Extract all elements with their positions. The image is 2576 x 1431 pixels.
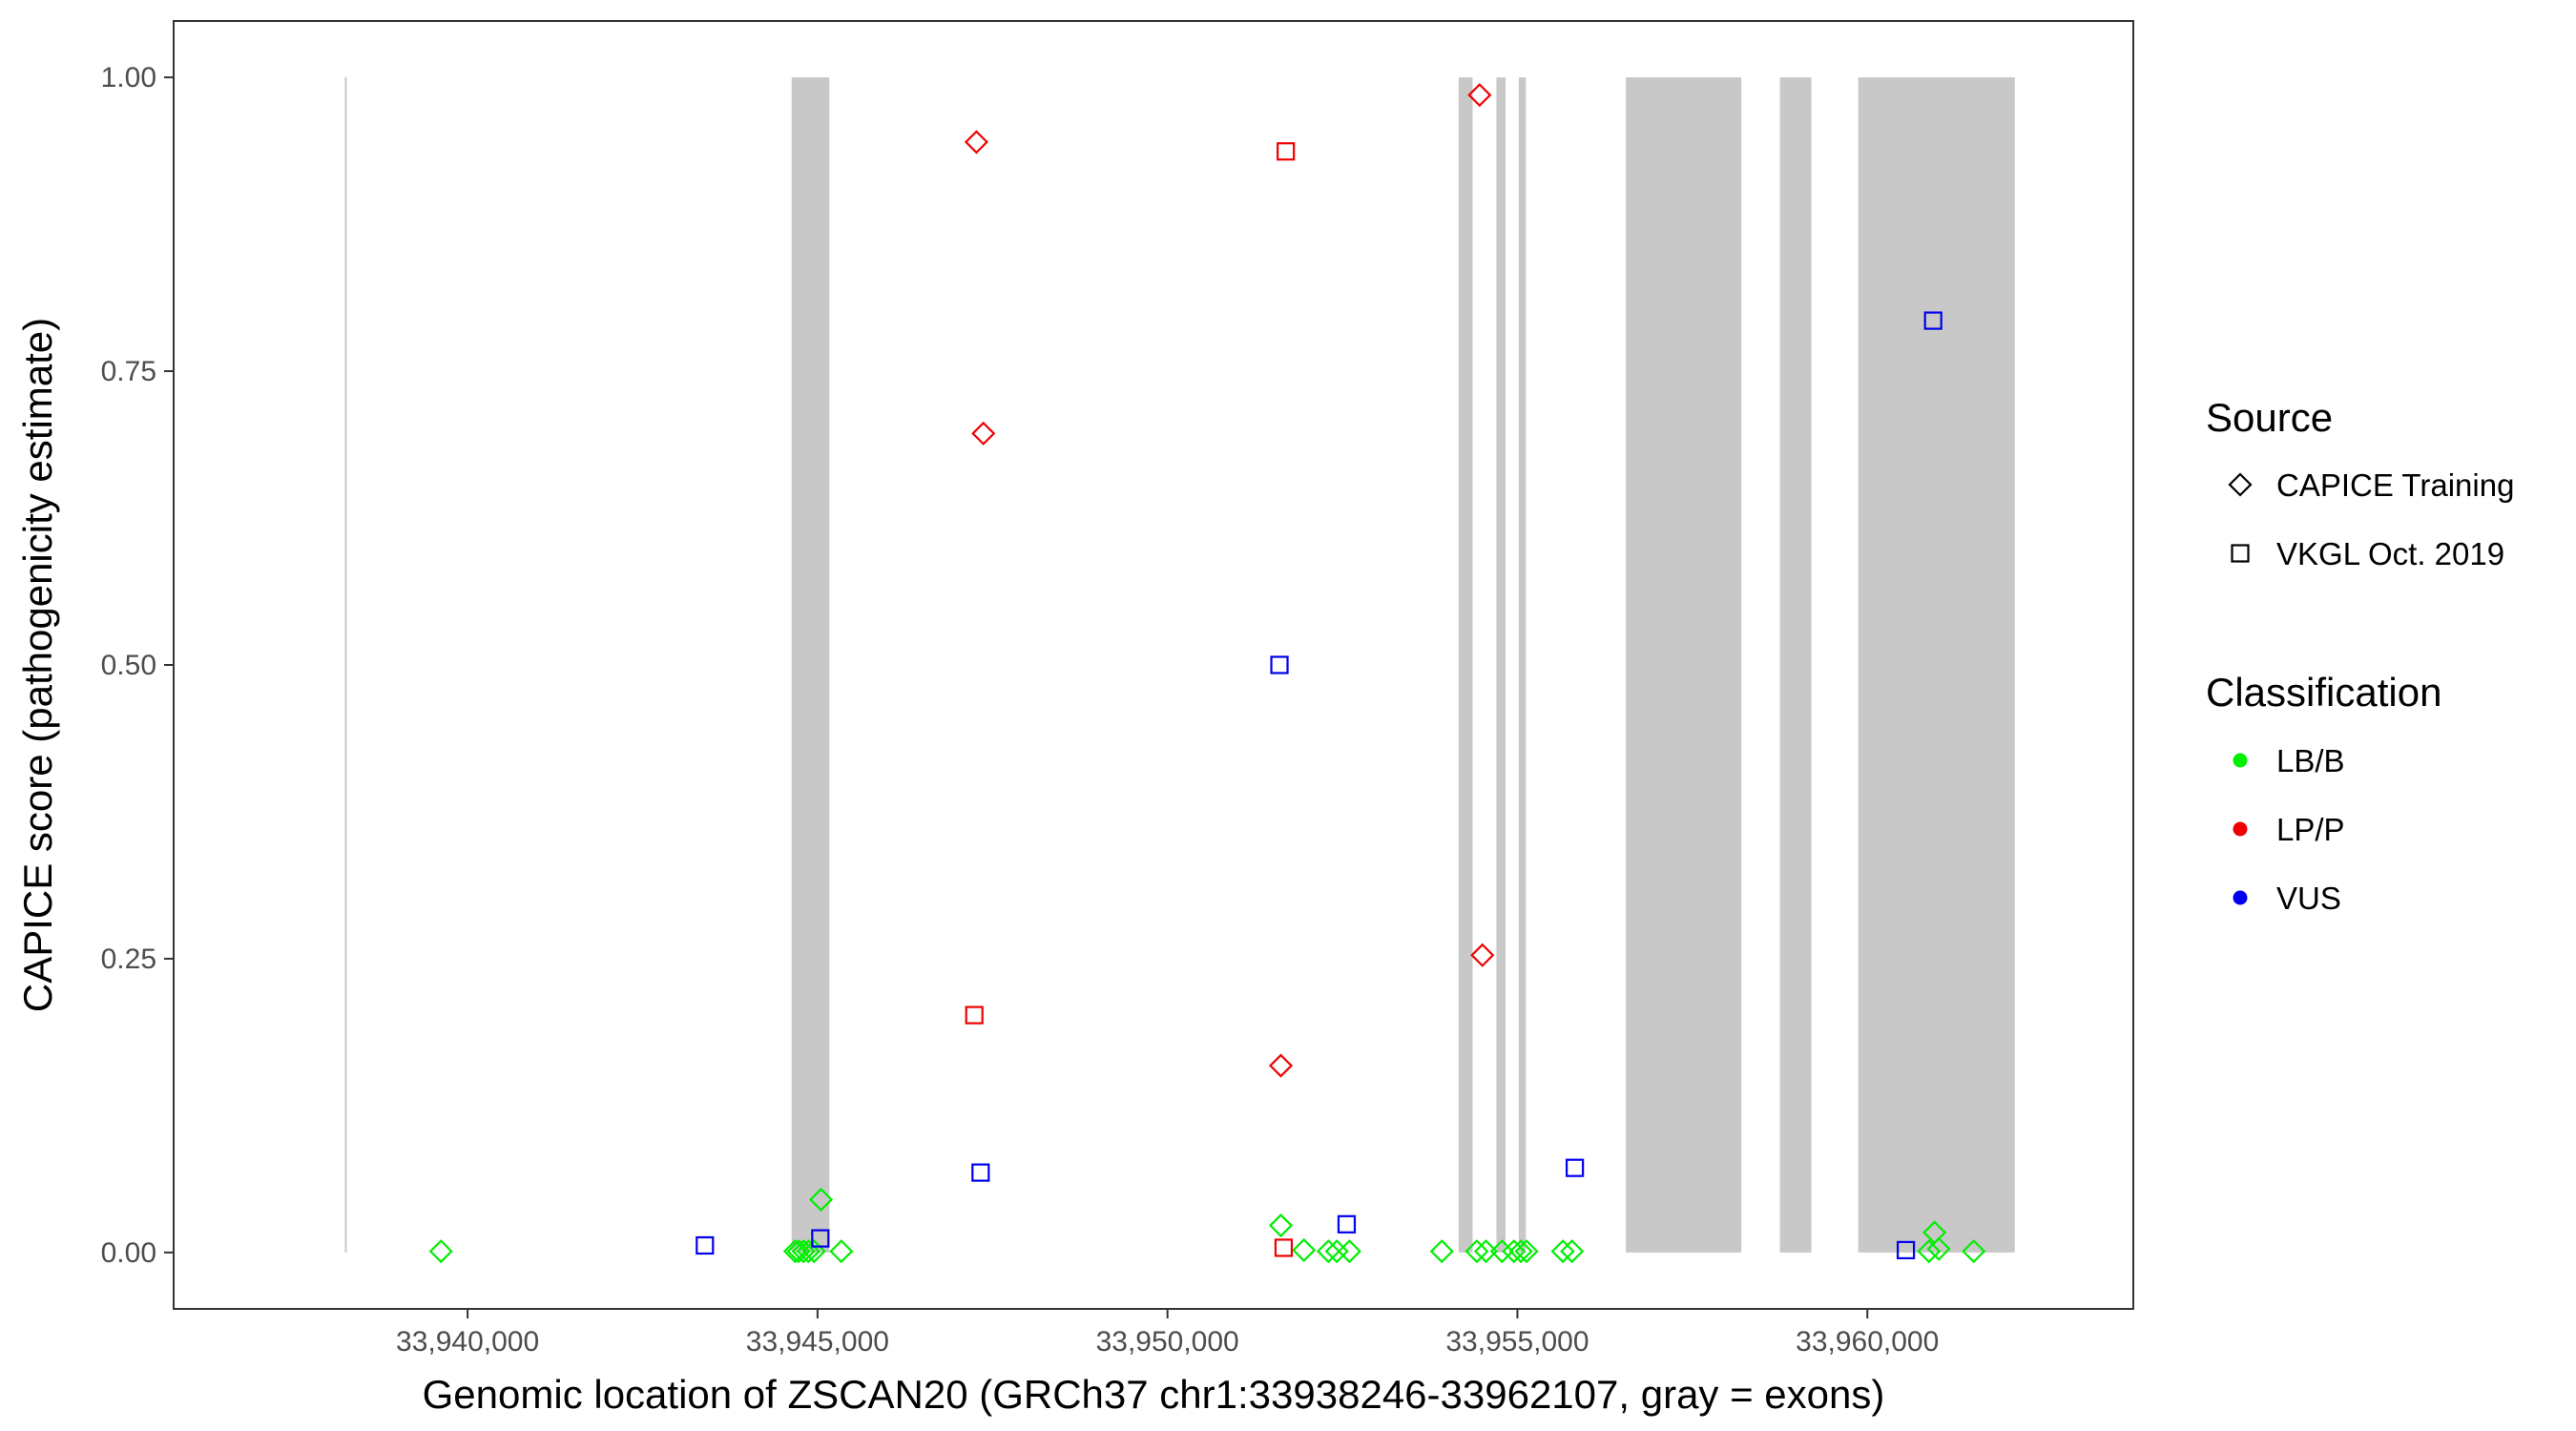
data-point-diamond: [796, 1239, 821, 1264]
data-point-diamond: [801, 1239, 826, 1264]
y-axis-title: CAPICE score (pathogenicity estimate): [15, 318, 60, 1012]
data-point-diamond: [1316, 1239, 1340, 1264]
data-points: [428, 83, 1986, 1264]
x-axis: 33,940,000 33,945,000 33,950,000 33,955,000…: [396, 1309, 1939, 1358]
data-point-diamond: [428, 1239, 453, 1264]
data-point-diamond: [1268, 1213, 1294, 1238]
legend-classification-label: VUS: [2276, 881, 2341, 916]
data-point-diamond: [1324, 1239, 1349, 1264]
data-point-diamond: [971, 421, 996, 446]
data-point-diamond: [1550, 1239, 1575, 1264]
data-point-square: [1277, 142, 1296, 161]
y-tick-label: 0.25: [101, 944, 156, 975]
data-point-square: [811, 1229, 830, 1248]
exon-band: [1458, 77, 1473, 1253]
x-tick-label: 33,960,000: [1796, 1326, 1939, 1358]
data-point-diamond: [1962, 1239, 1986, 1264]
legend-classification-label: LP/P: [2276, 812, 2345, 847]
data-point-square: [1270, 655, 1289, 674]
exon-band: [1496, 77, 1506, 1253]
data-point-diamond: [1268, 1053, 1294, 1078]
legend-key-dot: [2233, 821, 2248, 837]
y-tick-label: 0.00: [101, 1237, 156, 1269]
data-point-diamond: [791, 1239, 816, 1264]
data-point-diamond: [1489, 1239, 1514, 1264]
data-point-diamond: [829, 1239, 854, 1264]
x-axis-title: Genomic location of ZSCAN20 (GRCh37 chr1…: [423, 1372, 1885, 1417]
data-point-diamond: [1470, 943, 1495, 967]
y-tick-label: 0.50: [101, 650, 156, 681]
data-point-square: [1274, 1238, 1294, 1257]
data-point-diamond: [1560, 1239, 1585, 1264]
data-point-diamond: [1292, 1237, 1317, 1262]
legend-key-square: [2231, 544, 2250, 563]
legend-classification-title: Classification: [2206, 670, 2441, 715]
exon-band: [1858, 77, 2015, 1253]
data-point-diamond: [1465, 1239, 1489, 1264]
legend-key-diamond: [2228, 472, 2253, 497]
x-tick-label: 33,945,000: [746, 1326, 889, 1358]
legend-classification-label: LB/B: [2276, 743, 2345, 778]
data-point-diamond: [1467, 83, 1492, 108]
data-point-square: [1896, 1240, 1916, 1260]
legend-source-label: VKGL Oct. 2019: [2276, 536, 2504, 571]
plot-panel-border: [173, 20, 2134, 1310]
data-point-diamond: [1429, 1239, 1454, 1264]
data-point-square: [696, 1235, 715, 1255]
y-axis: 0.00 0.25 0.50 0.75 1.00: [101, 62, 174, 1269]
data-point-diamond: [1337, 1239, 1361, 1264]
data-point-square: [1923, 311, 1942, 330]
data-point-diamond: [1514, 1239, 1539, 1264]
legend-source-label: CAPICE Training: [2276, 467, 2514, 503]
data-point-diamond: [964, 130, 988, 155]
data-point-diamond: [1508, 1239, 1533, 1264]
legend-key-dot: [2233, 890, 2248, 905]
exon-band: [1518, 77, 1527, 1253]
data-point-square: [1566, 1158, 1585, 1177]
exon-band: [1779, 77, 1812, 1253]
data-point-square: [1337, 1214, 1357, 1234]
data-point-square: [965, 1006, 984, 1025]
exon-band: [1626, 77, 1742, 1253]
data-point-diamond: [1926, 1236, 1951, 1261]
y-tick-label: 1.00: [101, 62, 156, 93]
legend-source: Source CAPICE Training VKGL Oct. 2019: [2206, 395, 2514, 571]
exon-bands: [344, 77, 2015, 1253]
data-point-diamond: [808, 1187, 834, 1213]
data-point-diamond: [1473, 1239, 1499, 1264]
exon-band: [344, 77, 347, 1253]
legend-source-title: Source: [2206, 395, 2333, 440]
legend-key-dot: [2233, 753, 2248, 768]
exon-band: [791, 77, 830, 1253]
x-tick-label: 33,940,000: [396, 1326, 539, 1358]
y-tick-label: 0.75: [101, 356, 156, 387]
legend-classification: Classification LB/B LP/P VUS: [2206, 670, 2441, 916]
data-point-diamond: [1917, 1239, 1942, 1264]
x-tick-label: 33,950,000: [1096, 1326, 1239, 1358]
x-tick-label: 33,955,000: [1445, 1326, 1589, 1358]
data-point-square: [971, 1163, 990, 1182]
